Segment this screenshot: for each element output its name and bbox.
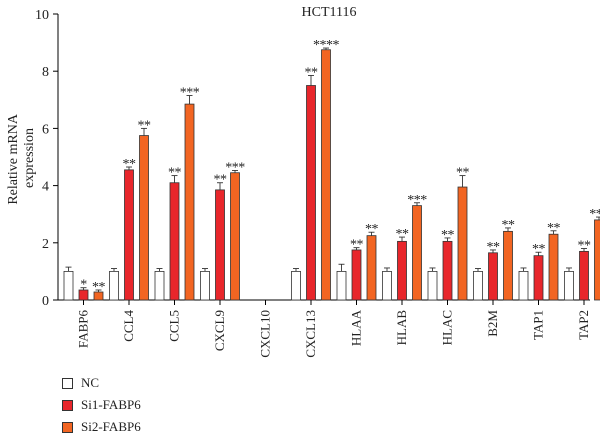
significance-label: ** bbox=[547, 221, 561, 236]
bar bbox=[504, 231, 513, 300]
bar bbox=[292, 271, 301, 300]
significance-label: ** bbox=[305, 65, 319, 80]
legend: NC Si1-FABP6 Si2-FABP6 bbox=[62, 372, 141, 438]
significance-label: **** bbox=[313, 38, 340, 53]
x-tick-label: HLAA bbox=[349, 309, 364, 346]
x-tick-label: B2M bbox=[485, 310, 500, 337]
y-axis-label-line-1: Relative mRNA bbox=[6, 113, 21, 204]
bar bbox=[216, 190, 225, 300]
y-tick-label: 4 bbox=[42, 180, 49, 195]
bar bbox=[337, 271, 346, 300]
x-tick-label: HLAB bbox=[394, 310, 409, 346]
x-tick-label: CXCL10 bbox=[258, 310, 273, 358]
legend-swatch bbox=[62, 422, 73, 433]
legend-swatch bbox=[62, 400, 73, 411]
x-tick-label: CCL4 bbox=[121, 310, 136, 342]
legend-item: Si1-FABP6 bbox=[62, 394, 141, 416]
chart-title: HCT1116 bbox=[302, 5, 357, 20]
bar bbox=[367, 236, 376, 300]
significance-label: ** bbox=[502, 218, 516, 233]
significance-label: ** bbox=[123, 157, 137, 172]
bar bbox=[474, 271, 483, 300]
y-tick-label: 0 bbox=[42, 294, 49, 309]
y-axis-label: Relative mRNA expression bbox=[6, 111, 37, 204]
significance-label: ** bbox=[350, 238, 364, 253]
bar bbox=[443, 241, 452, 300]
bar bbox=[170, 183, 179, 300]
significance-label: * bbox=[80, 278, 87, 293]
legend-label: Si2-FABP6 bbox=[81, 419, 141, 435]
significance-label: ** bbox=[441, 228, 455, 243]
x-tick-label: TAP1 bbox=[531, 310, 546, 340]
x-tick-labels: FABP6 CCL4 CCL5 CXCL9 CXCL10 CXCL13 HLAA HLAB HL… bbox=[76, 300, 592, 358]
bar bbox=[519, 271, 528, 300]
significance-label: *** bbox=[180, 86, 200, 101]
y-tick-label: 10 bbox=[35, 8, 49, 23]
legend-label: Si1-FABP6 bbox=[81, 397, 141, 413]
bar bbox=[307, 86, 316, 301]
significance-label: ** bbox=[487, 240, 501, 255]
significance-label: ** bbox=[456, 166, 470, 181]
bar bbox=[155, 271, 164, 300]
significance-label: ** bbox=[396, 227, 410, 242]
significance-label: ** bbox=[365, 222, 379, 237]
bar bbox=[413, 206, 422, 300]
legend-label: NC bbox=[81, 375, 99, 391]
legend-item: Si2-FABP6 bbox=[62, 416, 141, 438]
bar bbox=[534, 256, 543, 300]
significance-label: ** bbox=[138, 118, 152, 133]
bar bbox=[580, 251, 589, 300]
x-tick-label: CXCL13 bbox=[303, 310, 318, 358]
bar bbox=[140, 136, 149, 300]
x-tick-label: CCL5 bbox=[167, 310, 182, 342]
bar bbox=[322, 50, 331, 300]
x-tick-label: FABP6 bbox=[76, 310, 91, 349]
y-tick-label: 8 bbox=[42, 65, 49, 80]
bar bbox=[231, 173, 240, 300]
bar bbox=[185, 104, 194, 300]
bar bbox=[549, 234, 558, 300]
significance-label: *** bbox=[225, 160, 245, 175]
bars: ****************************************… bbox=[64, 38, 600, 300]
x-tick-label: CXCL9 bbox=[212, 310, 227, 351]
bar bbox=[489, 253, 498, 300]
bar bbox=[383, 271, 392, 300]
y-axis-label-line-2: expression bbox=[22, 128, 37, 188]
bar bbox=[398, 241, 407, 300]
significance-label: ** bbox=[168, 166, 182, 181]
significance-label: ** bbox=[92, 280, 106, 295]
bar bbox=[565, 271, 574, 300]
bar bbox=[64, 271, 73, 300]
x-tick-label: HLAC bbox=[440, 310, 455, 345]
legend-item: NC bbox=[62, 372, 141, 394]
significance-label: ** bbox=[578, 239, 592, 254]
significance-label: *** bbox=[589, 207, 600, 222]
bar bbox=[428, 271, 437, 300]
bar bbox=[458, 187, 467, 300]
y-tick-label: 6 bbox=[42, 122, 49, 137]
x-tick-label: TAP2 bbox=[576, 310, 591, 340]
significance-label: *** bbox=[407, 193, 427, 208]
bar bbox=[110, 271, 119, 300]
bar bbox=[595, 220, 600, 300]
bar bbox=[125, 170, 134, 300]
significance-label: ** bbox=[532, 242, 546, 257]
bar bbox=[352, 250, 361, 300]
legend-swatch bbox=[62, 378, 73, 389]
y-tick-label: 2 bbox=[42, 237, 49, 252]
bar bbox=[201, 271, 210, 300]
